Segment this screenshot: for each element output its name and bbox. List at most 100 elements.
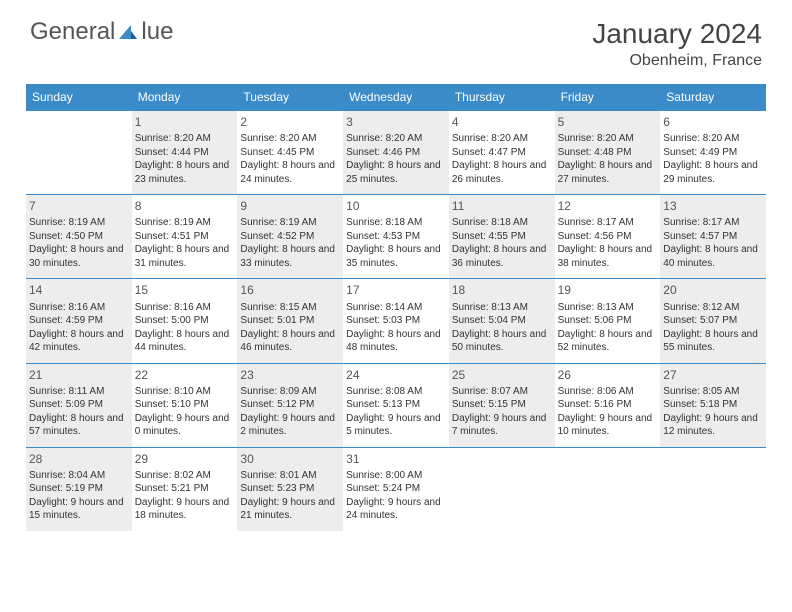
daylight-text: Daylight: 8 hours and 46 minutes.: [240, 328, 340, 355]
header: General lue January 2024 Obenheim, Franc…: [0, 0, 792, 70]
calendar-grid: SundayMondayTuesdayWednesdayThursdayFrid…: [26, 84, 766, 531]
daylight-text: Daylight: 8 hours and 40 minutes.: [663, 243, 763, 270]
day-number: 3: [346, 114, 446, 130]
day-number: 11: [452, 198, 552, 214]
sunrise-text: Sunrise: 8:19 AM: [135, 216, 235, 230]
sunset-text: Sunset: 5:09 PM: [29, 398, 129, 412]
day-number: 27: [663, 367, 763, 383]
sunrise-text: Sunrise: 8:05 AM: [663, 385, 763, 399]
daylight-text: Daylight: 9 hours and 5 minutes.: [346, 412, 446, 439]
daylight-text: Daylight: 9 hours and 0 minutes.: [135, 412, 235, 439]
day-number: 7: [29, 198, 129, 214]
title-block: January 2024 Obenheim, France: [592, 18, 762, 70]
daylight-text: Daylight: 8 hours and 36 minutes.: [452, 243, 552, 270]
daylight-text: Daylight: 9 hours and 15 minutes.: [29, 496, 129, 523]
calendar-cell: 21Sunrise: 8:11 AMSunset: 5:09 PMDayligh…: [26, 363, 132, 447]
daylight-text: Daylight: 8 hours and 52 minutes.: [558, 328, 658, 355]
sunrise-text: Sunrise: 8:18 AM: [452, 216, 552, 230]
sunset-text: Sunset: 4:46 PM: [346, 146, 446, 160]
daylight-text: Daylight: 9 hours and 10 minutes.: [558, 412, 658, 439]
sunrise-text: Sunrise: 8:20 AM: [240, 132, 340, 146]
calendar-cell: 24Sunrise: 8:08 AMSunset: 5:13 PMDayligh…: [343, 363, 449, 447]
calendar-cell: 1 Sunrise: 8:20 AMSunset: 4:44 PMDaylight…: [132, 110, 238, 194]
day-number: 19: [558, 282, 658, 298]
sunset-text: Sunset: 5:24 PM: [346, 482, 446, 496]
day-number: 12: [558, 198, 658, 214]
daylight-text: Daylight: 9 hours and 2 minutes.: [240, 412, 340, 439]
calendar-cell: 19 Sunrise: 8:13 AMSunset: 5:06 PMDayligh…: [555, 278, 661, 362]
day-number: 20: [663, 282, 763, 298]
daylight-text: Daylight: 8 hours and 55 minutes.: [663, 328, 763, 355]
sunrise-text: Sunrise: 8:01 AM: [240, 469, 340, 483]
daylight-text: Daylight: 9 hours and 21 minutes.: [240, 496, 340, 523]
sunset-text: Sunset: 5:21 PM: [135, 482, 235, 496]
sunrise-text: Sunrise: 8:12 AM: [663, 301, 763, 315]
calendar-cell: 20 Sunrise: 8:12 AMSunset: 5:07 PMDayligh…: [660, 278, 766, 362]
sunset-text: Sunset: 4:59 PM: [29, 314, 129, 328]
sunrise-text: Sunrise: 8:13 AM: [558, 301, 658, 315]
day-number: 5: [558, 114, 658, 130]
day-number: 1: [135, 114, 235, 130]
daylight-text: Daylight: 8 hours and 24 minutes.: [240, 159, 340, 186]
daylight-text: Daylight: 8 hours and 35 minutes.: [346, 243, 446, 270]
calendar-cell: 26Sunrise: 8:06 AMSunset: 5:16 PMDayligh…: [555, 363, 661, 447]
day-header: Thursday: [449, 84, 555, 110]
calendar-cell: 12Sunrise: 8:17 AMSunset: 4:56 PMDayligh…: [555, 194, 661, 278]
day-number: 29: [135, 451, 235, 467]
day-number: 10: [346, 198, 446, 214]
daylight-text: Daylight: 8 hours and 23 minutes.: [135, 159, 235, 186]
logo: General lue: [30, 18, 173, 46]
day-number: 17: [346, 282, 446, 298]
day-header: Saturday: [660, 84, 766, 110]
day-number: 14: [29, 282, 129, 298]
day-number: 18: [452, 282, 552, 298]
sunrise-text: Sunrise: 8:11 AM: [29, 385, 129, 399]
day-number: 23: [240, 367, 340, 383]
calendar-cell: 2Sunrise: 8:20 AMSunset: 4:45 PMDaylight…: [237, 110, 343, 194]
day-number: 26: [558, 367, 658, 383]
sunset-text: Sunset: 4:50 PM: [29, 230, 129, 244]
day-header: Monday: [132, 84, 238, 110]
sunrise-text: Sunrise: 8:19 AM: [29, 216, 129, 230]
calendar-cell: 9Sunrise: 8:19 AMSunset: 4:52 PMDaylight…: [237, 194, 343, 278]
sunset-text: Sunset: 5:00 PM: [135, 314, 235, 328]
sunset-text: Sunset: 5:12 PM: [240, 398, 340, 412]
calendar-cell: 14Sunrise: 8:16 AMSunset: 4:59 PMDayligh…: [26, 278, 132, 362]
day-number: 28: [29, 451, 129, 467]
sunrise-text: Sunrise: 8:20 AM: [452, 132, 552, 146]
daylight-text: Daylight: 8 hours and 42 minutes.: [29, 328, 129, 355]
sunset-text: Sunset: 4:44 PM: [135, 146, 235, 160]
sunset-text: Sunset: 4:56 PM: [558, 230, 658, 244]
sunrise-text: Sunrise: 8:04 AM: [29, 469, 129, 483]
calendar-cell: [449, 447, 555, 531]
calendar-cell: 18Sunrise: 8:13 AMSunset: 5:04 PMDayligh…: [449, 278, 555, 362]
sunset-text: Sunset: 5:04 PM: [452, 314, 552, 328]
sunset-text: Sunset: 4:48 PM: [558, 146, 658, 160]
daylight-text: Daylight: 8 hours and 29 minutes.: [663, 159, 763, 186]
day-header: Friday: [555, 84, 661, 110]
sunset-text: Sunset: 4:52 PM: [240, 230, 340, 244]
sunset-text: Sunset: 5:01 PM: [240, 314, 340, 328]
daylight-text: Daylight: 8 hours and 48 minutes.: [346, 328, 446, 355]
sunrise-text: Sunrise: 8:13 AM: [452, 301, 552, 315]
calendar-cell: 11Sunrise: 8:18 AMSunset: 4:55 PMDayligh…: [449, 194, 555, 278]
calendar-cell: 28Sunrise: 8:04 AMSunset: 5:19 PMDayligh…: [26, 447, 132, 531]
day-number: 22: [135, 367, 235, 383]
calendar-cell: 23Sunrise: 8:09 AMSunset: 5:12 PMDayligh…: [237, 363, 343, 447]
day-number: 13: [663, 198, 763, 214]
day-number: 4: [452, 114, 552, 130]
day-number: 9: [240, 198, 340, 214]
sunrise-text: Sunrise: 8:10 AM: [135, 385, 235, 399]
sunrise-text: Sunrise: 8:00 AM: [346, 469, 446, 483]
day-number: 31: [346, 451, 446, 467]
sunset-text: Sunset: 5:07 PM: [663, 314, 763, 328]
sunset-text: Sunset: 4:51 PM: [135, 230, 235, 244]
calendar-cell: 3Sunrise: 8:20 AMSunset: 4:46 PMDaylight…: [343, 110, 449, 194]
day-header: Sunday: [26, 84, 132, 110]
daylight-text: Daylight: 9 hours and 12 minutes.: [663, 412, 763, 439]
sunrise-text: Sunrise: 8:08 AM: [346, 385, 446, 399]
sunset-text: Sunset: 5:06 PM: [558, 314, 658, 328]
sunset-text: Sunset: 5:18 PM: [663, 398, 763, 412]
sunrise-text: Sunrise: 8:20 AM: [135, 132, 235, 146]
sunrise-text: Sunrise: 8:17 AM: [558, 216, 658, 230]
